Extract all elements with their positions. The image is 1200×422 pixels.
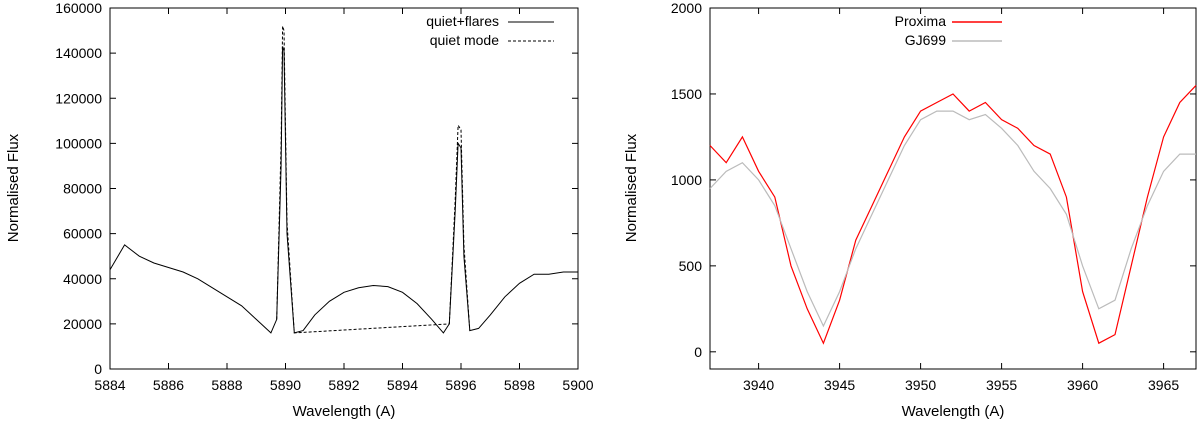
left-x-tick-label: 5888	[211, 377, 242, 393]
right-y-tick-label: 1500	[671, 86, 702, 102]
left-x-tick-label: 5886	[153, 377, 184, 393]
left-x-tick-label: 5890	[270, 377, 301, 393]
left-y-tick-label: 0	[94, 361, 102, 377]
right-x-tick-label: 3960	[1067, 377, 1098, 393]
right-plot-frame	[709, 7, 1197, 370]
left-y-axis-title: Normalised Flux	[5, 133, 22, 242]
left-x-tick-label: 5884	[94, 377, 125, 393]
left-chart: 5884 5886 5888 5890 5892 5894 5896 5898 5900 0 200…	[5, 0, 594, 420]
right-series-proxima	[709, 84, 1197, 345]
left-y-tick-label: 40000	[63, 271, 102, 287]
right-x-tick-label: 3945	[824, 377, 855, 393]
left-y-tick-label: 20000	[63, 316, 102, 332]
left-x-axis-title: Wavelength (A)	[293, 403, 396, 420]
right-legend: Proxima GJ699	[895, 13, 1002, 48]
left-y-tick-label: 160000	[55, 0, 102, 16]
right-x-tick-label: 3950	[905, 377, 936, 393]
legend-label-gj699: GJ699	[905, 32, 946, 48]
left-chart-series	[109, 25, 578, 334]
left-x-tick-label: 5898	[504, 377, 535, 393]
left-y-tick-label: 120000	[55, 90, 102, 106]
right-y-axis-title: Normalised Flux	[623, 133, 640, 242]
left-chart-ticks: 5884 5886 5888 5890 5892 5894 5896 5898 5900 0 200…	[55, 0, 593, 393]
right-y-tick-label: 2000	[671, 0, 702, 16]
left-y-tick-label: 60000	[63, 226, 102, 242]
left-y-tick-label: 140000	[55, 45, 102, 61]
left-series-quiet-flares	[109, 46, 578, 334]
right-y-tick-label: 1000	[671, 172, 702, 188]
right-x-axis-title: Wavelength (A)	[902, 403, 1005, 420]
legend-label-quiet-flares: quiet+flares	[426, 13, 499, 29]
right-chart: 3940 3945 3950 3955 3960 3965 0 500 1000 1500 2000…	[623, 0, 1197, 420]
left-plot-frame	[109, 7, 579, 370]
right-series-gj699	[709, 110, 1196, 328]
right-chart-series	[709, 84, 1197, 345]
right-x-tick-label: 3955	[986, 377, 1017, 393]
right-y-tick-label: 0	[694, 344, 702, 360]
left-legend: quiet+flares quiet mode	[426, 13, 554, 48]
left-series-quiet-mode	[276, 25, 471, 334]
right-y-tick-label: 500	[679, 258, 703, 274]
left-x-tick-label: 5894	[387, 377, 418, 393]
left-x-tick-label: 5900	[562, 377, 593, 393]
legend-label-proxima: Proxima	[895, 13, 947, 29]
right-x-tick-label: 3965	[1148, 377, 1179, 393]
left-x-tick-label: 5896	[445, 377, 476, 393]
left-y-tick-label: 100000	[55, 135, 102, 151]
right-chart-ticks: 3940 3945 3950 3955 3960 3965 0 500 1000 1500 2000	[671, 0, 1196, 393]
left-x-tick-label: 5892	[328, 377, 359, 393]
legend-label-quiet-mode: quiet mode	[430, 32, 499, 48]
right-x-tick-label: 3940	[743, 377, 774, 393]
left-y-tick-label: 80000	[63, 181, 102, 197]
